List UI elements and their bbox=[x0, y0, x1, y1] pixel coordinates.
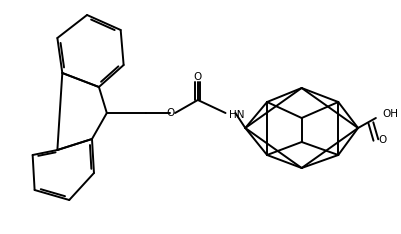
Text: O: O bbox=[378, 135, 386, 145]
Text: O: O bbox=[166, 108, 174, 118]
Text: HN: HN bbox=[229, 110, 244, 120]
Text: O: O bbox=[193, 72, 201, 82]
Text: OH: OH bbox=[382, 109, 398, 119]
